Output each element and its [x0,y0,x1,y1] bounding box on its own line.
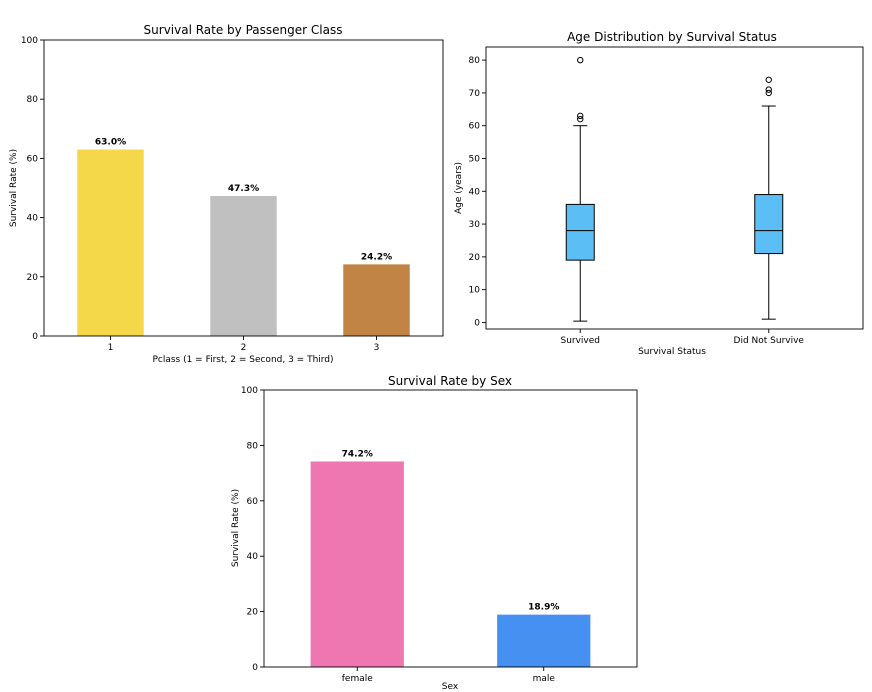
chart3-xtick-label: female [342,674,373,684]
chart2-outlier-point [765,76,772,83]
chart2-ylabel: Age (years) [454,162,464,214]
chart1-bar-3 [343,264,410,336]
chart1-data-label: 47.3% [228,184,259,194]
chart2-ytick-label: 0 [474,318,480,328]
chart3-title: Survival Rate by Sex [388,374,512,388]
chart3-plot-frame [263,389,638,668]
chart2-iqr-box [754,194,784,255]
chart1-ytick-label: 20 [27,273,39,283]
chart1-ytick-label: 80 [27,95,39,105]
chart3-ytick-label: 0 [252,663,258,673]
chart1-ytick-label: 60 [27,154,39,164]
chart2-ytick-label: 60 [469,122,481,132]
chart2-box-1 [754,76,784,320]
chart2-xlabel: Survival Status [638,347,706,357]
chart3-xlabel: Sex [442,682,459,692]
chart3-ytick-label: 20 [247,608,259,618]
chart3-data-label: 18.9% [528,603,559,613]
chart2-box-0 [565,56,595,322]
chart2-ytick-label: 50 [469,154,481,164]
chart3-ytick-label: 60 [247,497,259,507]
chart1-ytick-label: 100 [21,36,38,46]
chart1-ytick-label: 0 [32,332,38,342]
chart1-plot-frame [43,39,444,337]
age-distribution-chart: Age Distribution by Survival Status Surv… [454,30,864,357]
chart2-ytick-label: 80 [469,56,481,66]
class-survival-chart: Survival Rate by Passenger Class Pclass … [9,23,444,365]
chart1-title: Survival Rate by Passenger Class [144,23,343,37]
chart2-plot-frame [485,46,864,330]
chart2-ytick-label: 70 [469,89,481,99]
chart2-xtick-label: Did Not Survive [734,336,805,346]
chart2-title: Age Distribution by Survival Status [567,30,777,44]
chart1-xtick-label: 2 [241,343,247,353]
chart3-bar-male [497,614,591,667]
chart2-outlier-point [765,86,772,93]
chart2-ytick-label: 40 [469,187,481,197]
chart1-bar-2 [210,195,277,336]
chart1-data-label: 63.0% [95,138,126,148]
chart2-xtick-label: Survived [560,336,600,346]
chart1-xlabel: Pclass (1 = First, 2 = Second, 3 = Third… [152,355,333,365]
chart1-ytick-label: 40 [27,214,39,224]
chart2-outlier-point [765,89,772,97]
chart2-ytick-label: 20 [469,253,481,263]
chart2-outlier-point [577,56,584,64]
chart3-ytick-label: 40 [247,552,259,562]
chart2-ytick-label: 30 [469,220,481,230]
chart1-data-label: 24.2% [361,252,392,262]
chart1-ylabel: Survival Rate (%) [9,149,19,227]
chart3-ytick-label: 80 [247,441,259,451]
chart2-outlier-point [577,112,584,120]
chart3-bar-female [310,461,404,667]
chart2-iqr-box [565,203,595,261]
chart2-outlier-point [577,115,584,123]
chart3-xtick-label: male [533,674,556,684]
chart3-ytick-label: 100 [241,386,258,396]
chart2-ytick-label: 10 [469,286,481,296]
chart3-ylabel: Survival Rate (%) [231,489,241,567]
chart1-bar-1 [77,149,144,336]
chart3-data-label: 74.2% [342,449,373,459]
chart1-xtick-label: 3 [374,343,380,353]
chart1-xtick-label: 1 [108,343,114,353]
sex-survival-chart: Survival Rate by Sex Sex Survival Rate (… [231,374,638,692]
